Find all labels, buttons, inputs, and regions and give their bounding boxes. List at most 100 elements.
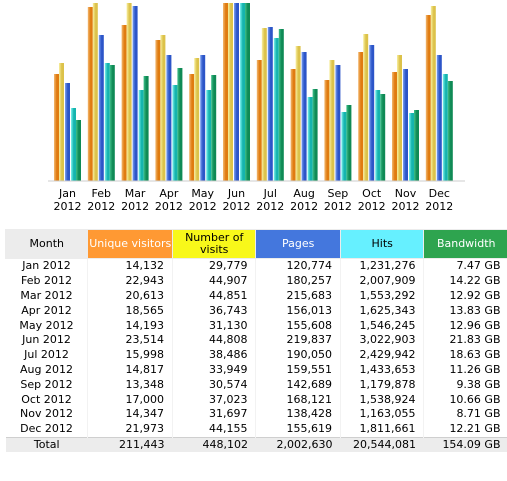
bar-hits: [307, 97, 313, 181]
bar-unique-visitors: [121, 25, 127, 181]
cell-month: Nov 2012: [20, 407, 73, 421]
bar-pages: [98, 35, 104, 181]
bar-unique-visitors: [256, 60, 262, 181]
cell-hits: 1,163,055: [339, 406, 424, 422]
bar-unique-visitors: [425, 15, 431, 181]
bar-pages: [369, 45, 375, 181]
bar-number-of-visits: [194, 58, 200, 181]
cell-hits: 1,433,653: [339, 362, 424, 378]
table-row: Jan 2012 14,132 29,779 120,774 1,231,276 7.47…: [6, 258, 507, 274]
bar-unique-visitors: [324, 80, 330, 181]
bar-pages: [200, 55, 206, 181]
cell-month: Feb 2012: [21, 274, 72, 288]
cell-unique-visitors: 14,193: [87, 318, 173, 333]
table-row: Jul 2012 15,998 38,486 190,050 2,429,942 18.6…: [6, 347, 507, 363]
cell-pages: 159,551: [255, 362, 341, 378]
cell-unique-visitors: 15,998: [87, 347, 173, 363]
bar-unique-visitors: [54, 74, 59, 181]
cell-number-of-visits: 37,023: [171, 392, 256, 407]
x-tick-label: May 2012: [189, 187, 217, 213]
cell-pages: 142,689: [255, 377, 341, 393]
cell-number-of-visits: 30,574: [171, 377, 256, 393]
bar-number-of-visits: [160, 35, 166, 181]
bar-number-of-visits: [228, 3, 233, 181]
bar-hits: [138, 90, 144, 181]
bar-pages: [335, 65, 341, 181]
cell-hits: 1,625,343: [339, 303, 424, 319]
table-row: Apr 2012 18,565 36,743 156,013 1,625,343 13.8…: [6, 303, 507, 319]
bar-hits: [273, 38, 279, 181]
bar-hits: [206, 90, 212, 181]
bar-pages: [166, 55, 172, 181]
cell-bandwidth: 12.96 GB: [423, 318, 507, 333]
cell-hits: 1,179,878: [339, 377, 424, 393]
table-row: Jun 2012 23,514 44,808 219,837 3,022,903 21.8…: [6, 332, 507, 348]
bar-bandwidth: [346, 105, 352, 181]
cell-bandwidth: 11.26 GB: [423, 362, 507, 378]
bar-unique-visitors: [392, 72, 397, 181]
bar-bandwidth: [414, 110, 419, 181]
bar-unique-visitors: [223, 3, 228, 181]
bar-pages: [234, 3, 239, 181]
x-tick-label: Jun 2012: [223, 187, 251, 213]
cell-number-of-visits: 31,697: [171, 406, 256, 422]
bar-hits: [409, 113, 414, 181]
x-tick-label: Sep 2012: [324, 187, 352, 213]
cell-bandwidth: 7.47 GB: [423, 258, 507, 274]
cell-unique-visitors: 22,943: [87, 273, 173, 289]
bar-unique-visitors: [155, 40, 161, 181]
cell-pages: 168,121: [255, 392, 341, 407]
bar-bandwidth: [177, 68, 183, 181]
bar-hits: [442, 74, 448, 181]
cell-month: Sep 2012: [20, 377, 73, 391]
cell-number-of-visits: 29,779: [171, 258, 256, 274]
bar-bandwidth: [109, 65, 115, 181]
bar-hits: [104, 63, 110, 181]
bar-number-of-visits: [363, 34, 369, 181]
bar-unique-visitors: [358, 52, 364, 181]
cell-bandwidth: 13.83 GB: [423, 303, 507, 319]
cell-number-of-visits: 44,907: [171, 273, 256, 289]
x-tick-label: Jan 2012: [54, 187, 82, 213]
cell-hits: 1,811,661: [339, 421, 424, 438]
cell-pages: 155,608: [255, 318, 341, 333]
bar-unique-visitors: [87, 7, 93, 181]
cell-hits: 2,429,942: [339, 347, 424, 363]
bar-bandwidth: [143, 76, 149, 181]
cell-bandwidth: 9.38 GB: [423, 377, 507, 393]
cell-pages: 156,013: [255, 303, 341, 319]
bar-unique-visitors: [189, 74, 195, 181]
total-pages: 2,002,630: [255, 436, 341, 453]
cell-hits: 1,553,292: [339, 288, 424, 304]
header-pages: Pages: [255, 229, 341, 259]
bar-bandwidth: [278, 29, 284, 181]
cell-hits: 1,546,245: [339, 318, 424, 333]
cell-month: Oct 2012: [21, 392, 72, 406]
table-row: Dec 2012 21,973 44,155 155,619 1,811,661 12.2…: [6, 421, 507, 438]
cell-pages: 215,683: [255, 288, 341, 304]
cell-month: Mar 2012: [20, 288, 73, 302]
table-row: Feb 2012 22,943 44,907 180,257 2,007,909 14.2…: [6, 273, 507, 289]
header-month: Month: [4, 229, 89, 259]
total-number-of-visits: 448,102: [172, 436, 256, 453]
chart-bars: [54, 3, 453, 181]
cell-number-of-visits: 44,808: [171, 332, 256, 348]
bar-pages: [65, 83, 70, 181]
x-tick-label: Jul 2012: [256, 187, 284, 213]
header-bandwidth: Bandwidth: [423, 229, 507, 259]
cell-pages: 180,257: [255, 273, 341, 289]
cell-unique-visitors: 14,347: [87, 406, 173, 422]
cell-unique-visitors: 13,348: [87, 377, 173, 393]
cell-month: Jun 2012: [22, 333, 71, 347]
table-total-row: Total 211,443 448,102 2,002,630 20,544,0…: [5, 436, 507, 453]
cell-pages: 219,837: [255, 332, 341, 348]
cell-number-of-visits: 44,155: [171, 421, 256, 438]
x-tick-label: Oct 2012: [358, 187, 386, 213]
cell-unique-visitors: 20,613: [87, 288, 173, 304]
header-hits: Hits: [339, 229, 425, 259]
bar-bandwidth: [211, 75, 217, 181]
cell-month: Dec 2012: [20, 422, 73, 436]
monthly-stats-table: Month Unique visitors Number of visits P…: [4, 229, 507, 453]
bar-number-of-visits: [261, 28, 267, 181]
